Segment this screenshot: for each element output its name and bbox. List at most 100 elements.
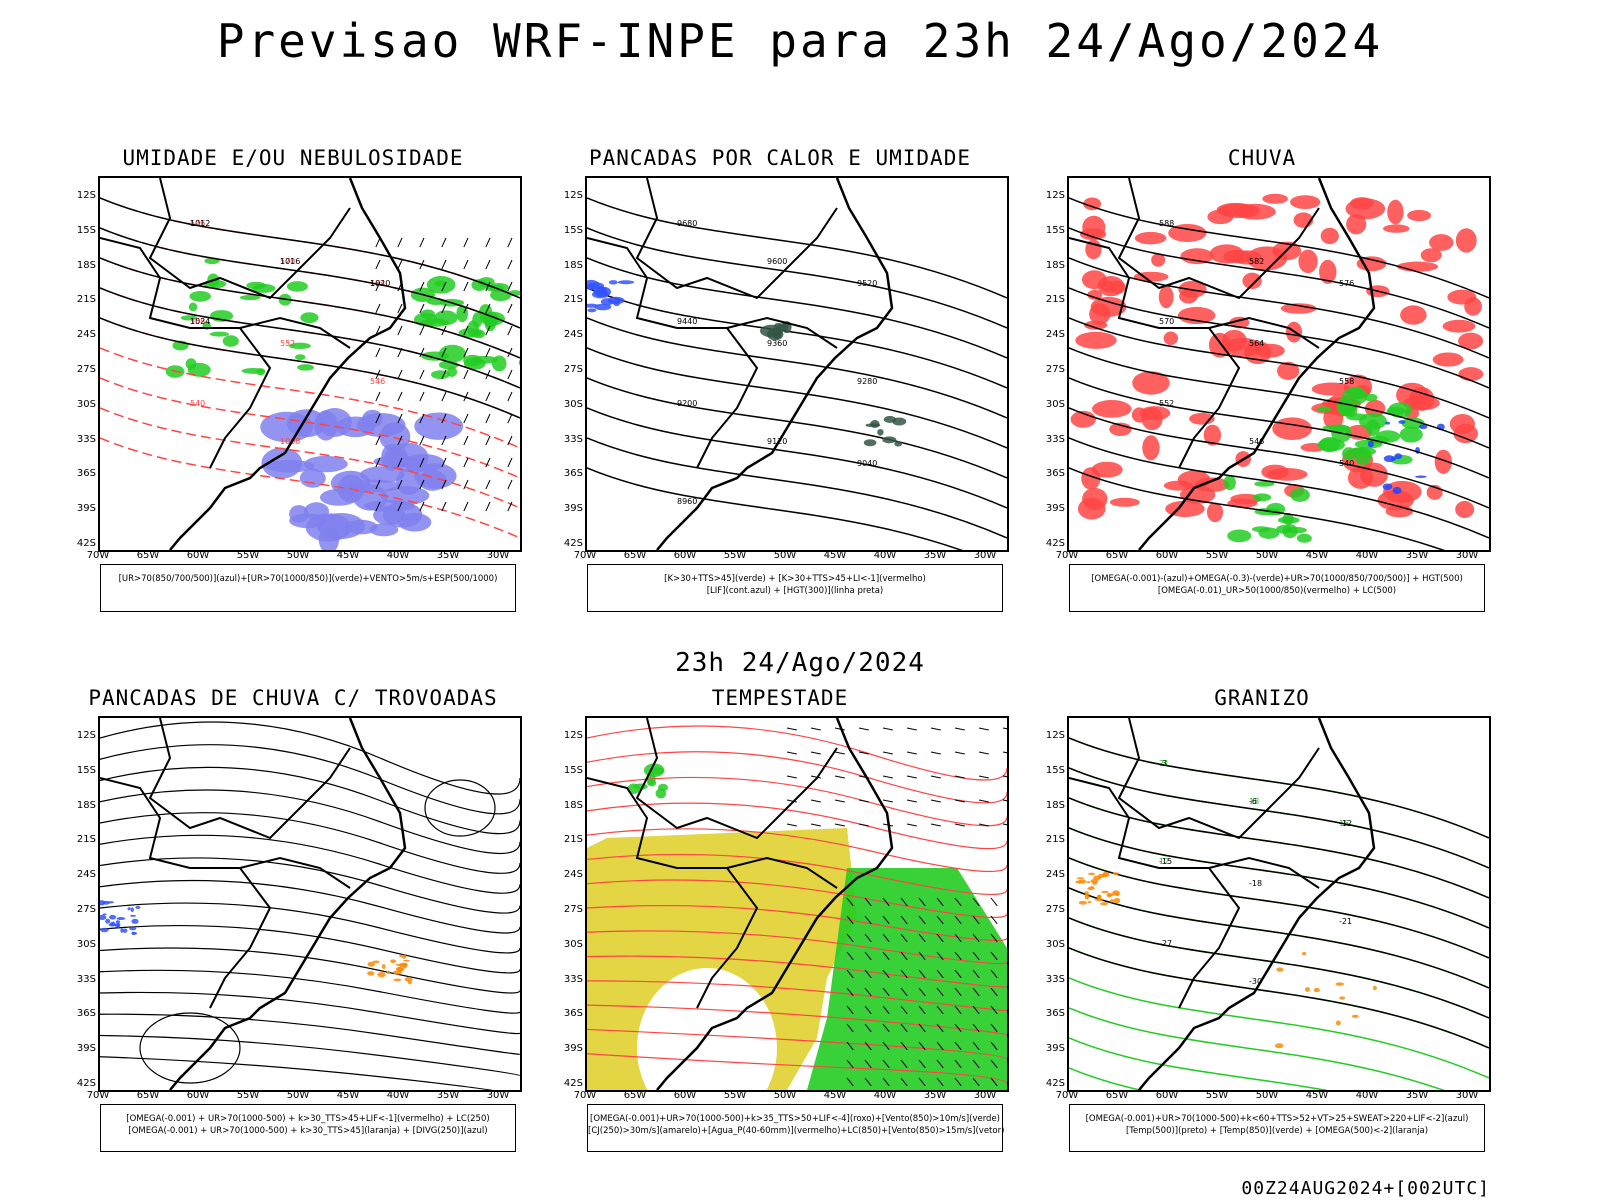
wind-vector xyxy=(485,259,491,270)
wind-vector xyxy=(441,457,447,468)
lat-tick-label: 30S xyxy=(563,398,583,410)
wind-vector xyxy=(810,775,821,779)
streamline xyxy=(587,879,1007,919)
shaded-area xyxy=(1276,967,1284,972)
wind-vector xyxy=(972,1023,980,1033)
wind-vector xyxy=(375,347,381,358)
lat-tick-label: 27S xyxy=(563,904,583,915)
wind-vector xyxy=(441,259,447,270)
panel-legend: [OMEGA(-0.001)+UR>70(1000-500)+k<60+TTS>… xyxy=(1069,1104,1485,1152)
shaded-area xyxy=(1091,399,1132,418)
contour-line xyxy=(1069,347,1489,449)
streamline xyxy=(587,853,1007,895)
contour-line xyxy=(100,437,520,539)
wind-vector xyxy=(882,751,893,755)
lon-tick-label: 45W xyxy=(1305,550,1329,561)
legend-line: [OMEGA(-0.001) + UR>70(1000-500) + k>30_… xyxy=(126,1114,490,1124)
contour-label: 9280 xyxy=(857,377,877,386)
wind-vector xyxy=(397,501,403,512)
shaded-area xyxy=(1364,399,1386,418)
lat-tick-label: 42S xyxy=(76,1078,96,1089)
shaded-area xyxy=(433,310,458,326)
shaded-area xyxy=(1163,480,1194,491)
wind-vector xyxy=(419,391,425,402)
lat-tick-label: 15S xyxy=(563,764,583,776)
shaded-area xyxy=(1151,253,1166,267)
wind-vector xyxy=(954,727,965,731)
wind-vector xyxy=(954,915,962,925)
lat-tick-label: 27S xyxy=(1045,364,1065,375)
shaded-area xyxy=(1320,227,1339,245)
wind-vector xyxy=(954,1005,962,1015)
streamline xyxy=(100,789,520,855)
lon-tick-label: 35W xyxy=(923,550,947,561)
wind-vector xyxy=(918,933,926,943)
country-border xyxy=(635,178,838,300)
wind-vector xyxy=(397,303,403,314)
contour-label: -12 xyxy=(1339,819,1352,828)
wind-vector xyxy=(954,897,962,907)
shaded-area xyxy=(188,302,198,312)
wind-vector xyxy=(834,727,845,731)
shaded-area xyxy=(1351,1014,1359,1018)
wind-vector xyxy=(930,775,941,779)
streamline xyxy=(100,766,520,835)
shaded-area xyxy=(1133,271,1169,282)
shaded-area xyxy=(458,328,483,338)
wind-vector xyxy=(397,479,403,490)
shaded-area xyxy=(1235,203,1276,220)
lat-tick-label: 18S xyxy=(563,259,583,271)
wind-vector xyxy=(810,823,821,827)
shaded-area xyxy=(1224,337,1262,357)
lat-tick-label: 27S xyxy=(76,904,96,915)
wind-vector xyxy=(375,259,381,270)
shaded-area xyxy=(299,468,326,488)
wind-vector xyxy=(972,969,980,979)
lat-tick-label: 33S xyxy=(1045,433,1065,445)
wind-vector xyxy=(375,303,381,314)
wind-vector xyxy=(507,435,513,446)
shaded-area xyxy=(377,972,386,978)
wind-vector xyxy=(882,951,890,961)
shaded-area xyxy=(1432,352,1464,367)
panel-legend: [K>30+TTS>45](verde) + [K>30+TTS>45+LI<-… xyxy=(587,564,1003,612)
shaded-area xyxy=(1203,424,1222,446)
lon-tick-label: 50W xyxy=(1255,550,1279,561)
shaded-area xyxy=(1096,894,1102,898)
lon-tick-label: 40W xyxy=(386,1090,410,1101)
shaded-area xyxy=(1301,952,1307,956)
streamline xyxy=(100,857,520,914)
wind-vector xyxy=(375,413,381,424)
shaded-area xyxy=(1088,872,1096,876)
wind-vector xyxy=(978,775,989,779)
shaded-area xyxy=(1085,893,1090,896)
wind-vector xyxy=(441,501,447,512)
wind-vector xyxy=(882,987,890,997)
streamline xyxy=(587,751,1007,804)
lon-tick-label: 35W xyxy=(1405,550,1429,561)
mid-time-label: 23h 24/Ago/2024 xyxy=(675,648,925,678)
run-timestamp: 00Z24AUG2024+[002UTC] xyxy=(1241,1178,1490,1199)
contour-line xyxy=(100,317,520,419)
shaded-area xyxy=(1458,332,1484,350)
shaded-area xyxy=(1304,987,1310,992)
lat-tick-label: 42S xyxy=(76,538,96,549)
wind-vector xyxy=(882,897,890,907)
streamline xyxy=(100,1013,520,1055)
shaded-area xyxy=(1134,231,1167,245)
wind-vector xyxy=(972,915,980,925)
streamline xyxy=(587,802,1007,850)
wind-vector xyxy=(1002,823,1007,826)
shaded-area xyxy=(130,907,134,913)
wind-vector xyxy=(441,435,447,446)
legend-line: [OMEGA(-0.001)+UR>70(1000-500)+k<60+TTS>… xyxy=(1085,1114,1469,1124)
wind-vector xyxy=(990,1023,998,1033)
wind-vector xyxy=(882,775,893,779)
panel-tempestade: TEMPESTADE 12S 15S 18S 21S 24S 27S 30S 33S 36S 39S… xyxy=(545,686,1015,1161)
legend-line: [OMEGA(-0.01)_UR>50(1000/850)(vermelho) … xyxy=(1157,586,1397,596)
lon-tick-label: 50W xyxy=(1255,1090,1279,1101)
shaded-area xyxy=(100,900,106,906)
wind-vector xyxy=(463,303,469,314)
wind-vector xyxy=(918,897,926,907)
contour-label: -15 xyxy=(1159,857,1172,866)
